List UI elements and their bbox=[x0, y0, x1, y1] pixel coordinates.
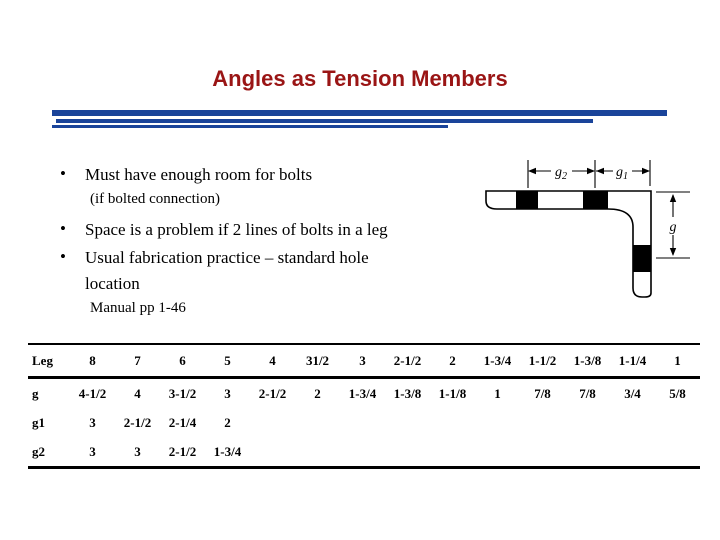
table-header-cell: 6 bbox=[160, 344, 205, 379]
table-cell bbox=[250, 408, 295, 437]
bolt-hole bbox=[516, 191, 538, 209]
table-cell: 1 bbox=[494, 385, 501, 401]
table-cell: 4-1/2 bbox=[78, 385, 107, 401]
bolt-hole bbox=[633, 245, 651, 272]
arrow-left-icon bbox=[528, 167, 536, 175]
bullet-text: Space is a problem if 2 lines of bolts i… bbox=[85, 220, 388, 239]
table-cell bbox=[610, 408, 655, 437]
table-cell: 3 bbox=[224, 385, 231, 401]
table-cell bbox=[520, 408, 565, 437]
table-header-cell: 1-3/8 bbox=[565, 344, 610, 379]
table-header-cell: 2-1/2 bbox=[385, 344, 430, 379]
table-header-cell: 5 bbox=[205, 344, 250, 379]
bullet-item: • Must have enough room for bolts bbox=[57, 162, 312, 188]
table-cell: 3 bbox=[89, 414, 96, 430]
table-cell: 1-1/8 bbox=[438, 385, 467, 401]
table-row: g 4-1/2 4 3-1/2 3 2-1/2 2 1-3/4 1-3/8 1-1/8 1 7/8 7/… bbox=[28, 378, 700, 409]
bullet-marker-icon: • bbox=[60, 164, 66, 183]
bullet-subtext: (if bolted connection) bbox=[90, 191, 220, 207]
table-header-cell: 2 bbox=[430, 344, 475, 379]
table-cell: g1 bbox=[32, 414, 45, 430]
gauge-label-g1: g1 bbox=[616, 165, 628, 182]
table-cell bbox=[295, 408, 340, 437]
divider-line-top bbox=[52, 110, 667, 116]
table-cell: 7/8 bbox=[534, 385, 551, 401]
table-header-cell: 31/2 bbox=[295, 344, 340, 379]
table-header-cell: 8 bbox=[70, 344, 115, 379]
table-cell bbox=[565, 408, 610, 437]
table-cell: 1-3/4 bbox=[213, 443, 242, 459]
table-cell: g2 bbox=[32, 443, 45, 459]
table-cell: 1-3/4 bbox=[348, 385, 377, 401]
gauge-table: Leg 8 7 6 5 4 31/2 3 2-1/2 2 1-3/4 1-1/2 1-3/8 1-1/4 1… bbox=[28, 343, 700, 469]
table-cell bbox=[340, 437, 385, 468]
table-cell bbox=[655, 408, 700, 437]
arrow-right-icon bbox=[642, 167, 650, 175]
gauge-label-g2: g2 bbox=[555, 165, 567, 182]
table-cell bbox=[385, 437, 430, 468]
table-header-cell: 3 bbox=[340, 344, 385, 379]
table-header-cell: 4 bbox=[250, 344, 295, 379]
table-cell: 4 bbox=[134, 385, 141, 401]
bullet-text: Usual fabrication practice – standard ho… bbox=[85, 248, 369, 293]
table-cell: g bbox=[32, 385, 39, 401]
table-cell: 3 bbox=[89, 443, 96, 459]
table-cell: 2 bbox=[224, 414, 231, 430]
angle-shape bbox=[485, 190, 652, 298]
arrow-left-icon bbox=[596, 167, 604, 175]
bullet-item: • Usual fabrication practice – standard … bbox=[57, 245, 417, 297]
table-cell bbox=[430, 408, 475, 437]
arrow-right-icon bbox=[587, 167, 595, 175]
table-cell: 3/4 bbox=[624, 385, 641, 401]
table-row: g1 3 2-1/2 2-1/4 2 bbox=[28, 408, 700, 437]
divider-line-bottom bbox=[52, 125, 448, 128]
table-cell: 5/8 bbox=[669, 385, 686, 401]
table-cell bbox=[565, 437, 610, 468]
table-cell: 2-1/2 bbox=[258, 385, 287, 401]
table-cell bbox=[430, 437, 475, 468]
divider-line-middle bbox=[56, 119, 593, 123]
table-cell: 2-1/2 bbox=[123, 414, 152, 430]
table-header-cell: 1-1/4 bbox=[610, 344, 655, 379]
bullet-subtext: Manual pp 1-46 bbox=[90, 300, 186, 316]
gauge-label-g: g bbox=[670, 220, 677, 235]
bullet-text: Must have enough room for bolts bbox=[85, 165, 313, 184]
table-cell bbox=[610, 437, 655, 468]
bullet-item: • Space is a problem if 2 lines of bolts… bbox=[57, 217, 388, 243]
table-cell bbox=[340, 408, 385, 437]
table-cell: 2-1/2 bbox=[168, 443, 197, 459]
table-cell: 1-3/8 bbox=[393, 385, 422, 401]
table-cell bbox=[520, 437, 565, 468]
table-cell bbox=[385, 408, 430, 437]
bolt-hole bbox=[583, 191, 608, 209]
table-header-cell: 1 bbox=[655, 344, 700, 379]
bullet-marker-icon: • bbox=[60, 219, 66, 238]
table-cell: 2 bbox=[314, 385, 321, 401]
table-header-row: Leg 8 7 6 5 4 31/2 3 2-1/2 2 1-3/4 1-1/2 1-3/8 1-1/4 1 bbox=[28, 344, 700, 379]
table-header-cell: 1-1/2 bbox=[520, 344, 565, 379]
table-cell: 3 bbox=[134, 443, 141, 459]
table-header-cell: Leg bbox=[28, 344, 70, 379]
table-cell bbox=[250, 437, 295, 468]
angle-diagram: g2 g1 g bbox=[485, 160, 690, 298]
table-cell bbox=[655, 437, 700, 468]
table-cell bbox=[475, 437, 520, 468]
bullet-marker-icon: • bbox=[60, 247, 66, 266]
table-cell: 3-1/2 bbox=[168, 385, 197, 401]
table-cell: 2-1/4 bbox=[168, 414, 197, 430]
table-row: g2 3 3 2-1/2 1-3/4 bbox=[28, 437, 700, 468]
table-cell bbox=[475, 408, 520, 437]
arrow-down-icon bbox=[669, 248, 677, 256]
arrow-up-icon bbox=[669, 194, 677, 202]
dimension-ticks bbox=[527, 160, 651, 188]
table-cell: 7/8 bbox=[579, 385, 596, 401]
table-cell bbox=[295, 437, 340, 468]
page-title: Angles as Tension Members bbox=[212, 66, 508, 91]
table-header-cell: 1-3/4 bbox=[475, 344, 520, 379]
table-header-cell: 7 bbox=[115, 344, 160, 379]
